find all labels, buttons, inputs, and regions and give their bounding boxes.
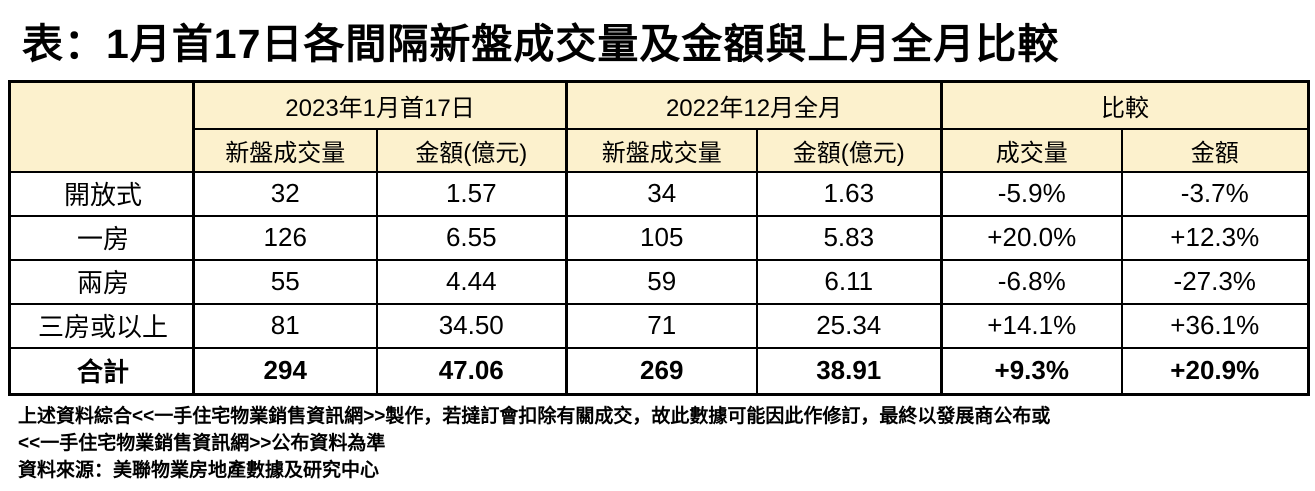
header-group-row: 2023年1月首17日 2022年12月全月 比較 <box>8 80 1310 173</box>
cell: 5.83 <box>755 214 943 261</box>
cell: 55 <box>192 258 378 305</box>
cell: 47.06 <box>375 346 568 396</box>
header-sub-row: 新盤成交量 金額(億元) 新盤成交量 金額(億元) 成交量 金額 <box>10 127 1310 173</box>
row-label: 一房 <box>8 214 195 261</box>
subheader-2023-volume: 新盤成交量 <box>192 127 378 173</box>
cell: 71 <box>565 302 758 349</box>
cell: 294 <box>192 346 378 396</box>
row-label: 開放式 <box>8 170 195 217</box>
row-label: 合計 <box>8 346 195 396</box>
cell: 34.50 <box>375 302 568 349</box>
row-label: 三房或以上 <box>8 302 195 349</box>
cell: 126 <box>192 214 378 261</box>
cell: 1.57 <box>375 170 568 217</box>
cell: 105 <box>565 214 758 261</box>
cell: 6.55 <box>375 214 568 261</box>
subheader-compare-amount: 金額 <box>1120 127 1310 173</box>
table-row-total: 合計 294 47.06 269 38.91 +9.3% +20.9% <box>8 346 1310 396</box>
comparison-table: 2023年1月首17日 2022年12月全月 比較 新盤成交量 金額(億元) 新… <box>8 80 1310 396</box>
cell: 81 <box>192 302 378 349</box>
cell: -6.8% <box>940 258 1123 305</box>
cell: -3.7% <box>1120 170 1310 217</box>
table-row-one-bedroom: 一房 126 6.55 105 5.83 +20.0% +12.3% <box>8 214 1310 261</box>
header-group-compare: 比較 <box>940 80 1310 130</box>
cell: 25.34 <box>755 302 943 349</box>
cell: 34 <box>565 170 758 217</box>
subheader-2022-amount: 金額(億元) <box>755 127 943 173</box>
row-label: 兩房 <box>8 258 195 305</box>
cell: +20.0% <box>940 214 1123 261</box>
cell: +20.9% <box>1120 346 1310 396</box>
header-group-2022: 2022年12月全月 <box>565 80 943 130</box>
cell: 269 <box>565 346 758 396</box>
cell: +36.1% <box>1120 302 1310 349</box>
cell: 38.91 <box>755 346 943 396</box>
cell: +14.1% <box>940 302 1123 349</box>
cell: 4.44 <box>375 258 568 305</box>
footnote-line-1: 上述資料綜合<<一手住宅物業銷售資訊網>>製作，若撻訂會扣除有關成交，故此數據可… <box>18 406 1051 427</box>
footnote-line-3: 資料來源：美聯物業房地產數據及研究中心 <box>18 460 380 481</box>
page-title: 表：1月首17日各間隔新盤成交量及金額與上月全月比較 <box>22 21 1060 67</box>
corner-cell <box>8 80 195 173</box>
table-row-two-bedroom: 兩房 55 4.44 59 6.11 -6.8% -27.3% <box>8 258 1310 305</box>
cell: 1.63 <box>755 170 943 217</box>
cell: -27.3% <box>1120 258 1310 305</box>
cell: 32 <box>192 170 378 217</box>
cell: +12.3% <box>1120 214 1310 261</box>
subheader-2022-volume: 新盤成交量 <box>565 127 758 173</box>
cell: -5.9% <box>940 170 1123 217</box>
table-row-three-bedroom-plus: 三房或以上 81 34.50 71 25.34 +14.1% +36.1% <box>8 302 1310 349</box>
subheader-2023-amount: 金額(億元) <box>375 127 568 173</box>
footnote-line-2: <<一手住宅物業銷售資訊網>>公布資料為準 <box>18 433 386 454</box>
header-group-2023: 2023年1月首17日 <box>192 80 568 130</box>
subheader-compare-volume: 成交量 <box>940 127 1123 173</box>
cell: 59 <box>565 258 758 305</box>
table-row-open-plan: 開放式 32 1.57 34 1.63 -5.9% -3.7% <box>8 170 1310 217</box>
cell: +9.3% <box>940 346 1123 396</box>
footnotes: 上述資料綜合<<一手住宅物業銷售資訊網>>製作，若撻訂會扣除有關成交，故此數據可… <box>18 403 1307 484</box>
cell: 6.11 <box>755 258 943 305</box>
